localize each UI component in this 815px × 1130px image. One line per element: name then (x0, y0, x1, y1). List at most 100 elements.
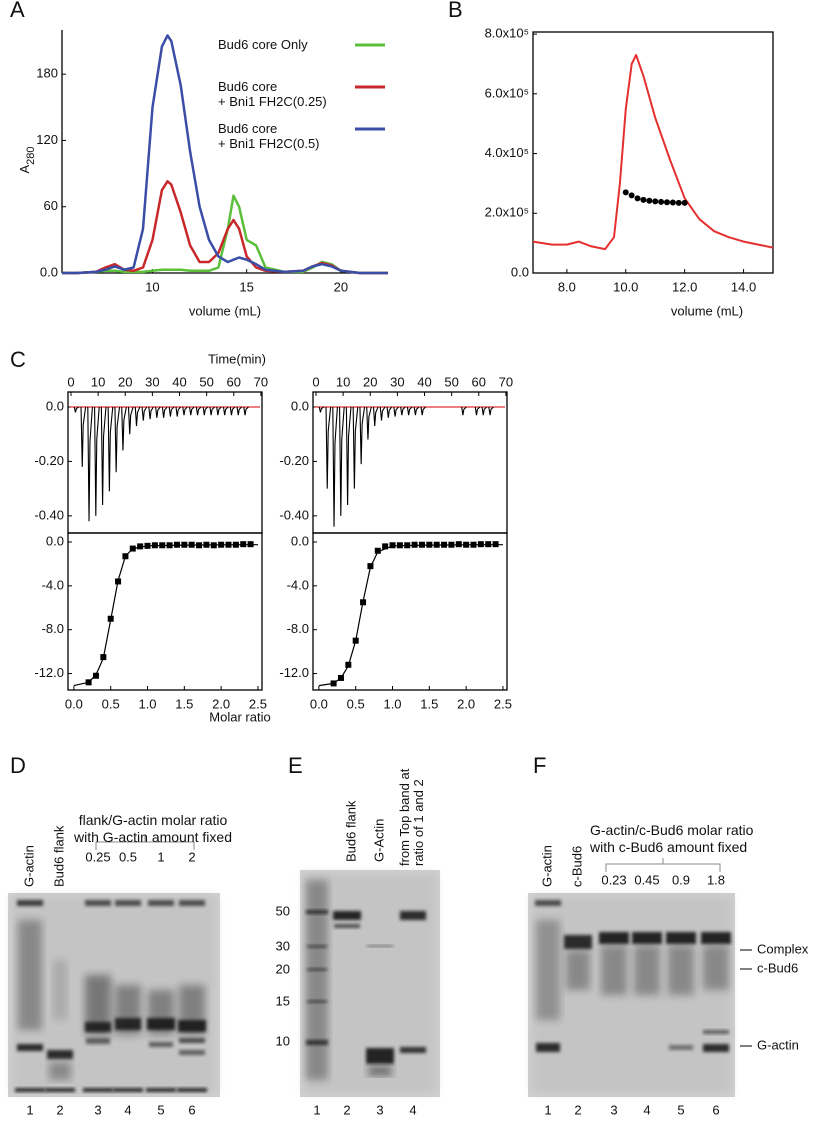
x-tick-label: 60 (472, 374, 486, 389)
ratio-label: 2 (188, 849, 195, 864)
data-point (159, 542, 166, 549)
x-tick-label: 20 (363, 374, 377, 389)
data-point (634, 195, 641, 202)
x-tick-label: 2.0 (212, 696, 230, 711)
y-tick-label: -0.20 (34, 453, 64, 468)
x-tick-label: 30 (390, 374, 404, 389)
gel-band (86, 1038, 110, 1044)
data-point (240, 541, 247, 548)
y-tick-label: 120 (36, 132, 58, 147)
series-line (532, 54, 774, 251)
y-tick-label: 0.0 (291, 533, 309, 548)
data-point (352, 637, 359, 644)
gel-band (703, 1044, 729, 1052)
injection-peak (202, 406, 209, 416)
x-tick-label: 10.0 (613, 279, 638, 294)
x-tick-label: 0.5 (347, 696, 365, 711)
gel-band (632, 932, 662, 944)
gel-band (17, 1044, 43, 1051)
injection-peak (236, 406, 243, 416)
rotated-note: from Top band at ratio of 1 and 2 (397, 768, 426, 866)
panel-letter: E (288, 753, 303, 778)
x-tick-label: 0.0 (65, 696, 83, 711)
injection-peak (393, 406, 399, 417)
data-point (628, 192, 635, 199)
data-point (396, 542, 403, 549)
data-point (151, 542, 158, 549)
legend-label: Bud6 core + Bni1 FH2C(0.5) (218, 121, 320, 151)
gel-band (17, 900, 43, 906)
y-tick-label: 60 (44, 198, 58, 213)
gel-band (334, 924, 360, 928)
panel-letter: B (448, 0, 463, 22)
y-tick-label: -0.40 (279, 507, 309, 522)
y-tick-label: -4.0 (287, 577, 309, 592)
ratio-label: 0.5 (119, 849, 137, 864)
x-tick-label: 12.0 (672, 279, 697, 294)
ratio-label: 1 (157, 849, 164, 864)
lane-label: G-actin (539, 845, 554, 887)
gel-smear (18, 920, 42, 1030)
injection-peak (209, 406, 215, 416)
lane-number: 4 (124, 1102, 131, 1117)
data-point (477, 541, 484, 548)
lane-number: 4 (643, 1102, 650, 1117)
bracket (605, 858, 721, 872)
panel-letter: D (10, 753, 26, 778)
injection-peak (318, 406, 325, 413)
y-tick-label: -12.0 (279, 665, 309, 680)
bracket-title: flank/G-actin molar ratio with G-actin a… (74, 812, 232, 845)
gel-band (400, 911, 426, 920)
data-point (441, 541, 448, 548)
data-point (455, 541, 462, 548)
x-tick-label: 0.5 (102, 696, 120, 711)
gel-band (307, 1000, 327, 1003)
gel-band (366, 1048, 394, 1064)
plot-frame (312, 391, 508, 534)
injection-peak (127, 406, 134, 435)
panel-letter: A (10, 0, 25, 22)
lane-number: 4 (409, 1102, 416, 1117)
gel-smear (53, 960, 67, 1020)
marker-size: 10 (276, 1033, 290, 1048)
x-tick-label: 1.5 (175, 696, 193, 711)
y-tick-label: 0.0 (46, 533, 64, 548)
x-axis-label: volume (mL) (671, 303, 743, 318)
gel-band (85, 1022, 111, 1032)
injection-peak (222, 406, 229, 416)
x-tick-label: 70 (499, 374, 513, 389)
x-tick-label: 50 (199, 374, 213, 389)
series-line (62, 34, 388, 275)
gel-band (146, 1088, 176, 1092)
injection-peak (406, 406, 413, 416)
injection-peak (134, 406, 141, 427)
injection-peak (161, 406, 168, 418)
panel-letter: C (10, 347, 26, 372)
data-point (345, 661, 352, 668)
injection-peak (80, 406, 87, 467)
x-tick-label: 2.5 (494, 696, 512, 711)
lane-label: G-actin (21, 845, 36, 887)
lane-number: 1 (313, 1102, 320, 1117)
plot-frame (67, 391, 263, 534)
injection-peak (339, 406, 345, 516)
injection-peak (366, 406, 372, 440)
y-tick-label: 6.0x10⁵ (485, 85, 529, 100)
gel-band (367, 945, 393, 947)
ratio-label: 0.9 (672, 872, 690, 887)
ratio-label: 0.45 (634, 872, 659, 887)
gel-shade (532, 897, 731, 1093)
x-tick-label: 14.0 (731, 279, 756, 294)
injection-peak (325, 406, 332, 489)
lane-number: 3 (376, 1102, 383, 1117)
injection-peak (141, 406, 148, 421)
gel-band (177, 1088, 207, 1092)
data-point (433, 541, 440, 548)
data-point (389, 542, 396, 549)
gel-band (666, 932, 696, 944)
data-point (337, 674, 344, 681)
injection-peak (400, 406, 406, 416)
x-axis-label: Molar ratio (209, 709, 270, 724)
gel-band (47, 1050, 73, 1059)
data-point (92, 672, 99, 679)
